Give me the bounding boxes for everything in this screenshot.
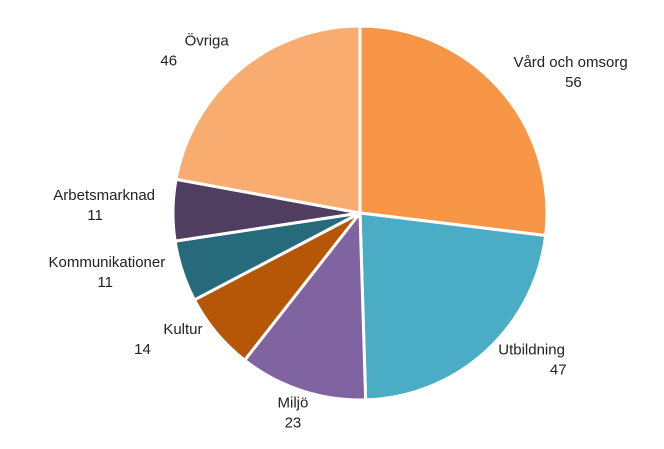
category-label: Arbetsmarknad [53, 187, 155, 204]
category-label: Övriga [185, 32, 230, 50]
category-label: Vård och omsorg [513, 54, 627, 71]
value-label: 23 [285, 414, 302, 431]
value-label: 46 [160, 53, 177, 70]
value-label: 14 [134, 341, 151, 358]
value-label: 56 [565, 74, 582, 91]
category-label: Utbildning [498, 341, 565, 358]
pie-slice [358, 211, 548, 402]
pie-slice [242, 208, 368, 402]
value-label: 11 [87, 207, 103, 224]
category-label: Kommunikationer [49, 254, 166, 271]
slice-label: Kultur 14 [134, 321, 202, 358]
category-label: Miljö [278, 394, 309, 411]
slice-label: Kommunikationer 11 [49, 254, 166, 291]
slice-label: Miljö 23 [278, 394, 309, 431]
category-label: Kultur [163, 321, 202, 338]
pie-slice [174, 24, 362, 215]
slice-label: Arbetsmarknad 11 [53, 187, 155, 224]
slice-label: Vård och omsorg 56 [513, 54, 627, 91]
slice-label: Övriga 46 [160, 32, 229, 70]
slice-label: Utbildning 47 [498, 341, 566, 378]
value-label: 11 [97, 274, 113, 291]
value-label: 47 [550, 361, 567, 378]
pie-slice [358, 24, 549, 238]
